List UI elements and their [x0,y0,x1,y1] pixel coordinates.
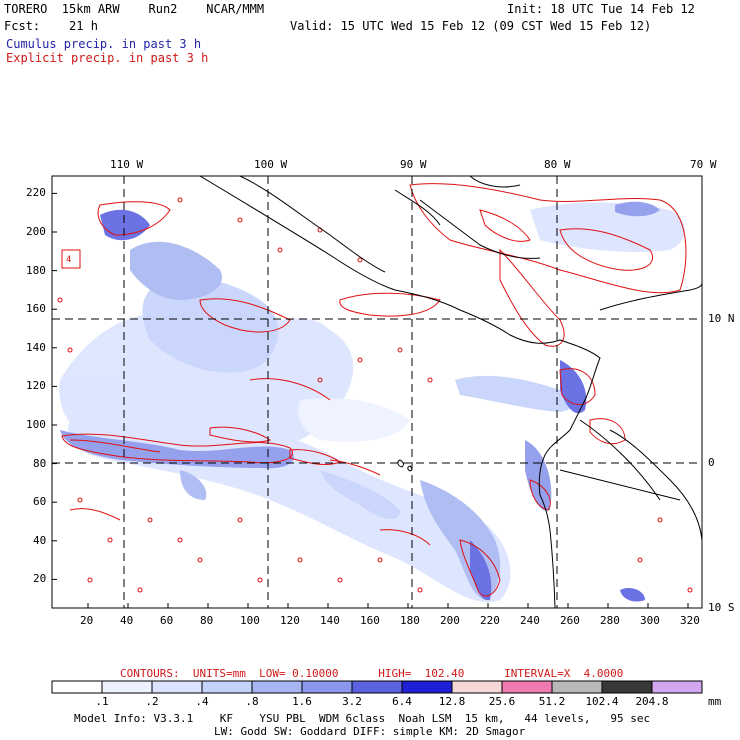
valid-time: Valid: 15 UTC Wed 15 Feb 12 (09 CST Wed … [290,19,652,33]
lon-label-100w: 100 W [254,158,288,171]
forecast-hour: Fcst: 21 h [4,19,98,33]
lon-label-80w: 80 W [544,158,571,171]
x-tick-label: 100 [240,614,260,627]
x-tick-label: 320 [680,614,700,627]
lat-lon-grid [52,176,702,608]
x-tick-label: 140 [320,614,340,627]
colorbar-swatch [151,680,203,694]
lat-label-10n: 10 N [708,312,735,325]
explicit-precip-contours [61,183,687,597]
lon-label-110w: 110 W [110,158,144,171]
colorbar-swatch [251,680,303,694]
y-tick-label: 80 [33,456,47,470]
y-tick-label: 40 [33,533,47,547]
colorbar-label: .8 [245,695,259,708]
x-tick-label: 180 [400,614,420,627]
explicit-precip-spots [57,197,693,593]
x-tick-label: 200 [440,614,460,627]
y-tick-label: 200 [26,225,46,238]
colorbar-swatch [651,680,703,694]
colorbar-label: 12.8 [438,695,466,708]
x-tick-label: 280 [600,614,620,627]
colorbar-label: .4 [195,695,209,708]
x-tick-label: 240 [520,614,540,627]
y-tick-label: 20 [33,572,47,586]
colorbar-label: .2 [145,695,159,708]
lon-label-90w: 90 W [400,158,427,171]
x-tick-label: 60 [160,614,174,627]
lat-label-10s: 10 S [708,601,735,614]
model-info-line2: LW: Godd SW: Goddard DIFF: simple KM: 2D… [214,725,526,738]
x-tick-label: 80 [200,614,214,627]
model-title: TORERO 15km ARW Run2 NCAR/MMM [4,2,265,16]
colorbar-swatch [451,680,503,694]
colorbar-label: 204.8 [635,695,669,708]
x-tick-label: 300 [640,614,660,627]
colorbar-swatch [201,680,253,694]
x-tick-label: 40 [120,614,134,627]
colorbar-unit: mm [708,695,722,708]
x-tick-label: 120 [280,614,300,627]
colorbar-swatch [551,680,603,694]
y-tick-label: 180 [26,263,46,277]
init-time: Init: 18 UTC Tue 14 Feb 12 [507,2,695,16]
model-info-line1: Model Info: V3.3.1 KF YSU PBL WDM 6class… [74,712,651,725]
region-box [61,249,81,269]
x-tick-label: 160 [360,614,380,627]
colorbar-label: .1 [95,695,109,708]
x-tick-label: 220 [480,614,500,627]
y-tick-label: 220 [26,186,46,200]
coastlines [199,176,702,608]
lat-label-0: 0 [708,456,715,469]
x-tick-label: 20 [80,614,94,627]
colorbar-label: 25.6 [488,695,516,708]
colorbar-swatch [401,680,453,694]
y-tick-label: 120 [26,379,46,393]
region-box-label: 4 [66,255,71,265]
y-tick-label: 160 [26,302,46,316]
y-tick-label: 140 [26,340,46,354]
lon-label-70w: 70 W [690,158,717,171]
colorbar-label: 51.2 [538,695,566,708]
x-tick-label: 260 [560,614,580,627]
colorbar-swatch [301,680,353,694]
colorbar-label: 6.4 [392,695,412,708]
legend-cumulus: Cumulus precip. in past 3 h [6,37,202,51]
contours-info: CONTOURS: UNITS=mm LOW= 0.10000 HIGH= 10… [120,667,624,680]
colorbar-swatch [351,680,403,694]
colorbar-label: 3.2 [342,695,362,708]
colorbar-label: 1.6 [292,695,312,708]
map-frame [51,175,703,609]
colorbar-label: 102.4 [585,695,619,708]
colorbar-swatch [601,680,653,694]
colorbar-swatch [101,680,153,694]
colorbar-swatch [51,680,103,694]
legend-explicit: Explicit precip. in past 3 h [6,51,209,65]
y-tick-label: 60 [33,495,47,509]
y-tick-label: 100 [26,418,46,431]
colorbar-swatch [501,680,553,694]
